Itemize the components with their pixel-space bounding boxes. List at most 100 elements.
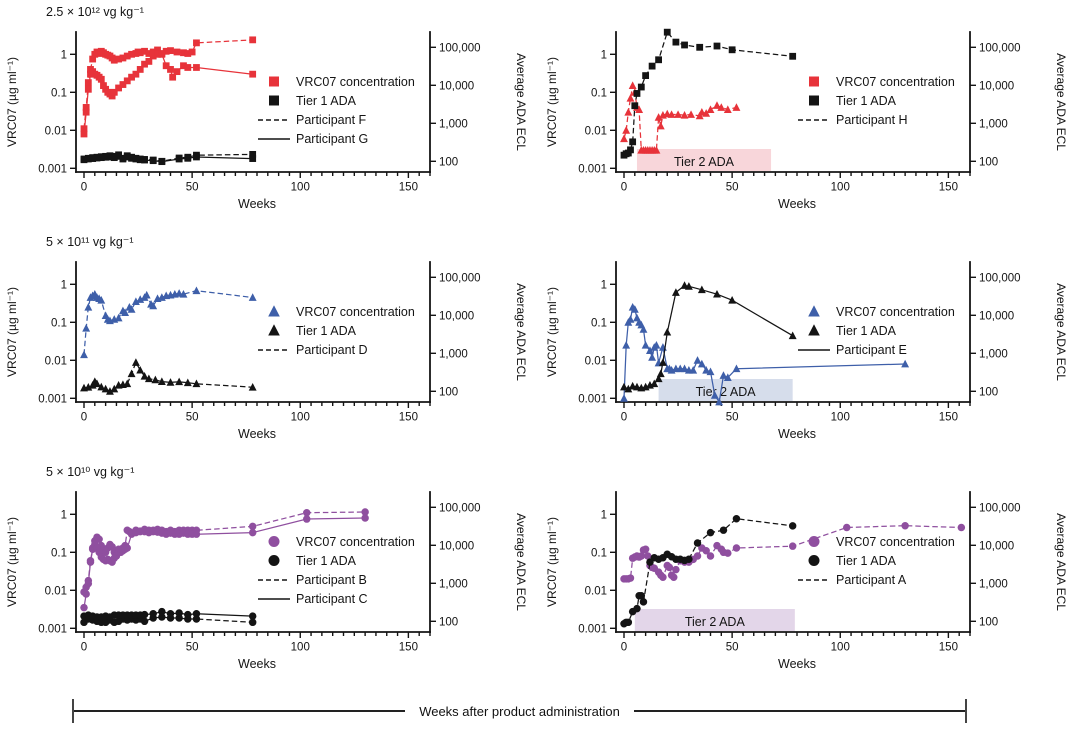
svg-text:150: 150: [939, 642, 958, 654]
svg-text:100,000: 100,000: [439, 272, 481, 284]
series-markers-participant-G-ada: [80, 152, 257, 166]
svg-text:100: 100: [291, 642, 310, 654]
bottom-axis-label: Weeks after product administration: [419, 703, 620, 719]
svg-text:0: 0: [621, 412, 627, 424]
svg-text:10,000: 10,000: [979, 310, 1014, 322]
svg-text:Participant C: Participant C: [296, 592, 368, 606]
tier2-ada-band-label: Tier 2 ADA: [696, 385, 757, 399]
svg-text:100: 100: [979, 616, 998, 628]
legend: VRC07 concentration Tier 1 ADA Participant…: [798, 305, 955, 357]
svg-text:50: 50: [726, 182, 739, 194]
svg-text:0: 0: [81, 412, 87, 424]
axis-extent-left-tick: [72, 699, 74, 723]
axis-extent-right-line: [633, 710, 966, 712]
svg-text:100: 100: [439, 156, 458, 168]
svg-text:100,000: 100,000: [979, 272, 1021, 284]
svg-text:100: 100: [291, 412, 310, 424]
y-axis-left-label: VRC07 (µg ml⁻¹): [5, 517, 19, 607]
svg-text:Tier 1 ADA: Tier 1 ADA: [296, 94, 357, 108]
svg-text:1,000: 1,000: [439, 118, 468, 130]
svg-text:1: 1: [601, 279, 607, 291]
svg-text:50: 50: [726, 412, 739, 424]
chart-bottom-left-5e10: 0 50 100 150 0.001 0.01 0.1 1 100 1,000 10,000 100,…: [5, 465, 528, 671]
series-markers-participant-C-ada: [80, 607, 257, 621]
dose-title: 5 × 10¹⁰ vg kg⁻¹: [46, 465, 134, 479]
svg-text:100: 100: [439, 616, 458, 628]
svg-text:1,000: 1,000: [979, 348, 1008, 360]
svg-text:Tier 1 ADA: Tier 1 ADA: [836, 324, 897, 338]
svg-text:0.01: 0.01: [585, 125, 607, 137]
svg-text:1,000: 1,000: [439, 578, 468, 590]
svg-text:100,000: 100,000: [439, 502, 481, 514]
series-markers-participant-F-vrc07: [80, 36, 257, 133]
y-axis-left-label: VRC07 (µg ml⁻¹): [545, 57, 559, 147]
svg-text:0.1: 0.1: [591, 87, 607, 99]
svg-text:VRC07 concentration: VRC07 concentration: [296, 305, 415, 319]
tier2-ada-band: [634, 609, 795, 631]
x-axis-label: Weeks: [778, 657, 816, 671]
x-axis-label: Weeks: [238, 427, 276, 441]
svg-text:100,000: 100,000: [979, 42, 1021, 54]
svg-text:VRC07 concentration: VRC07 concentration: [836, 305, 955, 319]
series-line-participant-A-vrc07: [624, 525, 962, 580]
tier2-ada-band-label: Tier 2 ADA: [685, 615, 746, 629]
svg-text:10,000: 10,000: [439, 80, 474, 92]
dose-title: 2.5 × 10¹² vg kg⁻¹: [46, 5, 144, 19]
y-axis-right-label: Average ADA ECL: [514, 53, 528, 151]
svg-text:10,000: 10,000: [979, 80, 1014, 92]
svg-text:10,000: 10,000: [979, 540, 1014, 552]
y-axis-right-label: Average ADA ECL: [1054, 53, 1068, 151]
y-axis-left-label: VRC07 (µg ml⁻¹): [545, 287, 559, 377]
svg-text:150: 150: [939, 182, 958, 194]
y-axis-right-label: Average ADA ECL: [1054, 513, 1068, 611]
svg-text:Participant G: Participant G: [296, 132, 368, 146]
series-markers-participant-E-ada: [620, 281, 797, 393]
tier2-ada-band: [636, 149, 772, 171]
svg-text:50: 50: [186, 412, 199, 424]
axis-extent-right-tick: [965, 699, 968, 723]
svg-text:0.01: 0.01: [585, 585, 607, 597]
svg-text:1: 1: [601, 509, 607, 521]
svg-text:150: 150: [399, 642, 418, 654]
svg-text:Tier 1 ADA: Tier 1 ADA: [296, 554, 357, 568]
chart-top-right-participant-h: Tier 2 ADA 0 50 100 150 0.001 0.01 0.1 1 100 1,000…: [545, 28, 1068, 211]
svg-text:100,000: 100,000: [979, 502, 1021, 514]
y-axis-right-label: Average ADA ECL: [514, 513, 528, 611]
svg-text:100: 100: [979, 156, 998, 168]
legend: VRC07 concentration Tier 1 ADA Participant…: [798, 75, 955, 127]
svg-text:0.001: 0.001: [38, 623, 67, 635]
svg-text:50: 50: [186, 642, 199, 654]
series-line-participant-B-ada: [83, 616, 253, 623]
svg-text:Participant E: Participant E: [836, 343, 907, 357]
svg-text:Tier 1 ADA: Tier 1 ADA: [836, 94, 897, 108]
series-markers-participant-E-vrc07: [620, 302, 910, 406]
svg-text:150: 150: [399, 182, 418, 194]
svg-text:Tier 1 ADA: Tier 1 ADA: [836, 554, 897, 568]
series-line-participant-H-ada: [623, 30, 793, 156]
svg-text:0.1: 0.1: [51, 547, 67, 559]
svg-text:100: 100: [439, 386, 458, 398]
svg-text:100,000: 100,000: [439, 42, 481, 54]
svg-text:100: 100: [831, 642, 850, 654]
svg-text:0: 0: [81, 642, 87, 654]
series-markers-participant-C-vrc07: [80, 514, 369, 612]
svg-text:0.01: 0.01: [45, 585, 67, 597]
svg-text:100: 100: [291, 182, 310, 194]
svg-text:1: 1: [61, 49, 67, 61]
svg-text:VRC07 concentration: VRC07 concentration: [836, 535, 955, 549]
svg-text:0.01: 0.01: [45, 125, 67, 137]
series-markers-participant-H-ada: [620, 28, 797, 159]
svg-text:0.01: 0.01: [585, 355, 607, 367]
panel-middle-left: 0 50 100 150 0.001 0.01 0.1 1 100 1,000 10,000 100,…: [0, 230, 540, 460]
svg-text:1,000: 1,000: [979, 578, 1008, 590]
svg-text:0: 0: [621, 642, 627, 654]
svg-text:1: 1: [61, 279, 67, 291]
panel-bottom-right: Tier 2 ADA 0 50 100 150 0.001 0.01 0.1 1 100 1,000…: [540, 460, 1080, 690]
svg-text:0.1: 0.1: [51, 317, 67, 329]
svg-text:0: 0: [81, 182, 87, 194]
series-markers-participant-G-vrc07: [80, 50, 257, 138]
svg-text:10,000: 10,000: [439, 540, 474, 552]
series-markers-participant-A-vrc07: [620, 521, 966, 583]
svg-text:0.01: 0.01: [45, 355, 67, 367]
